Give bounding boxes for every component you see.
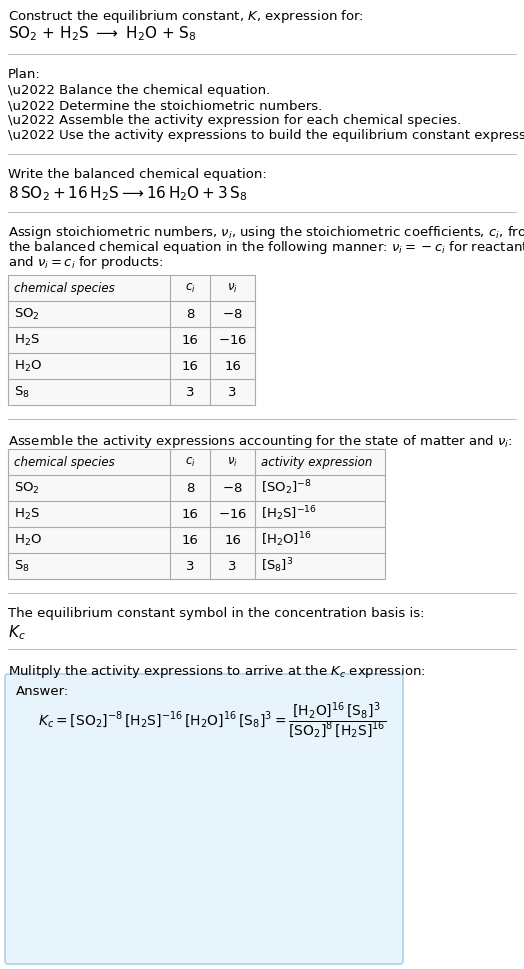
Text: $\mathrm{SO_2}$: $\mathrm{SO_2}$ [14,481,40,495]
Text: $-16$: $-16$ [218,508,247,520]
Text: $[\mathrm{SO_2}]^{-8}$: $[\mathrm{SO_2}]^{-8}$ [261,479,312,497]
Text: $\mathrm{SO_2}$ + $\mathrm{H_2S}$ $\longrightarrow$ $\mathrm{H_2O}$ + $\mathrm{S: $\mathrm{SO_2}$ + $\mathrm{H_2S}$ $\long… [8,24,197,43]
Text: \u2022 Assemble the activity expression for each chemical species.: \u2022 Assemble the activity expression … [8,114,461,127]
Text: $8\,\mathrm{SO_2} + 16\,\mathrm{H_2S} \longrightarrow 16\,\mathrm{H_2O} + 3\,\ma: $8\,\mathrm{SO_2} + 16\,\mathrm{H_2S} \l… [8,184,248,203]
Text: 3: 3 [228,559,237,573]
FancyBboxPatch shape [5,674,403,964]
Text: The equilibrium constant symbol in the concentration basis is:: The equilibrium constant symbol in the c… [8,607,424,620]
Text: 16: 16 [181,359,199,372]
Text: the balanced chemical equation in the following manner: $\nu_i = -c_i$ for react: the balanced chemical equation in the fo… [8,239,524,256]
Text: chemical species: chemical species [14,455,115,468]
Text: activity expression: activity expression [261,455,373,468]
Text: $K_c$: $K_c$ [8,623,26,641]
Text: $-8$: $-8$ [222,307,243,321]
Text: $\mathrm{H_2S}$: $\mathrm{H_2S}$ [14,332,40,348]
Text: Assemble the activity expressions accounting for the state of matter and $\nu_i$: Assemble the activity expressions accoun… [8,433,512,450]
Text: 16: 16 [181,534,199,547]
Text: Plan:: Plan: [8,68,41,81]
Text: 16: 16 [181,508,199,520]
Text: 16: 16 [181,333,199,347]
Text: 8: 8 [186,482,194,494]
Text: and $\nu_i = c_i$ for products:: and $\nu_i = c_i$ for products: [8,254,163,271]
Text: \u2022 Balance the chemical equation.: \u2022 Balance the chemical equation. [8,84,270,97]
Text: $\mathrm{H_2O}$: $\mathrm{H_2O}$ [14,359,42,374]
Text: $[\mathrm{S_8}]^{3}$: $[\mathrm{S_8}]^{3}$ [261,556,293,576]
Text: $c_i$: $c_i$ [184,281,195,295]
Text: $[\mathrm{H_2S}]^{-16}$: $[\mathrm{H_2S}]^{-16}$ [261,505,317,523]
Text: 3: 3 [228,386,237,398]
Text: Assign stoichiometric numbers, $\nu_i$, using the stoichiometric coefficients, $: Assign stoichiometric numbers, $\nu_i$, … [8,224,524,241]
Text: $\mathrm{S_8}$: $\mathrm{S_8}$ [14,385,30,399]
Text: Construct the equilibrium constant, $K$, expression for:: Construct the equilibrium constant, $K$,… [8,8,364,25]
Text: \u2022 Use the activity expressions to build the equilibrium constant expression: \u2022 Use the activity expressions to b… [8,129,524,142]
Text: $\mathrm{SO_2}$: $\mathrm{SO_2}$ [14,306,40,322]
Text: chemical species: chemical species [14,282,115,295]
Text: \u2022 Determine the stoichiometric numbers.: \u2022 Determine the stoichiometric numb… [8,99,322,112]
Text: 3: 3 [185,559,194,573]
Text: $\nu_i$: $\nu_i$ [227,455,238,469]
Text: $-16$: $-16$ [218,333,247,347]
Text: $[\mathrm{H_2O}]^{16}$: $[\mathrm{H_2O}]^{16}$ [261,531,311,549]
Text: Write the balanced chemical equation:: Write the balanced chemical equation: [8,168,267,181]
Text: 3: 3 [185,386,194,398]
Text: Mulitply the activity expressions to arrive at the $K_c$ expression:: Mulitply the activity expressions to arr… [8,663,426,680]
Text: 8: 8 [186,307,194,321]
Text: $K_c = [\mathrm{SO_2}]^{-8}\,[\mathrm{H_2S}]^{-16}\,[\mathrm{H_2O}]^{16}\,[\math: $K_c = [\mathrm{SO_2}]^{-8}\,[\mathrm{H_… [38,701,386,741]
Bar [8,449,385,579]
Text: Answer:: Answer: [16,685,69,698]
Bar [8,275,255,405]
Text: $-8$: $-8$ [222,482,243,494]
Text: 16: 16 [224,534,241,547]
Text: $\nu_i$: $\nu_i$ [227,281,238,295]
Text: $\mathrm{S_8}$: $\mathrm{S_8}$ [14,558,30,574]
Text: $\mathrm{H_2O}$: $\mathrm{H_2O}$ [14,532,42,547]
Text: $\mathrm{H_2S}$: $\mathrm{H_2S}$ [14,507,40,521]
Text: 16: 16 [224,359,241,372]
Text: $c_i$: $c_i$ [184,455,195,469]
